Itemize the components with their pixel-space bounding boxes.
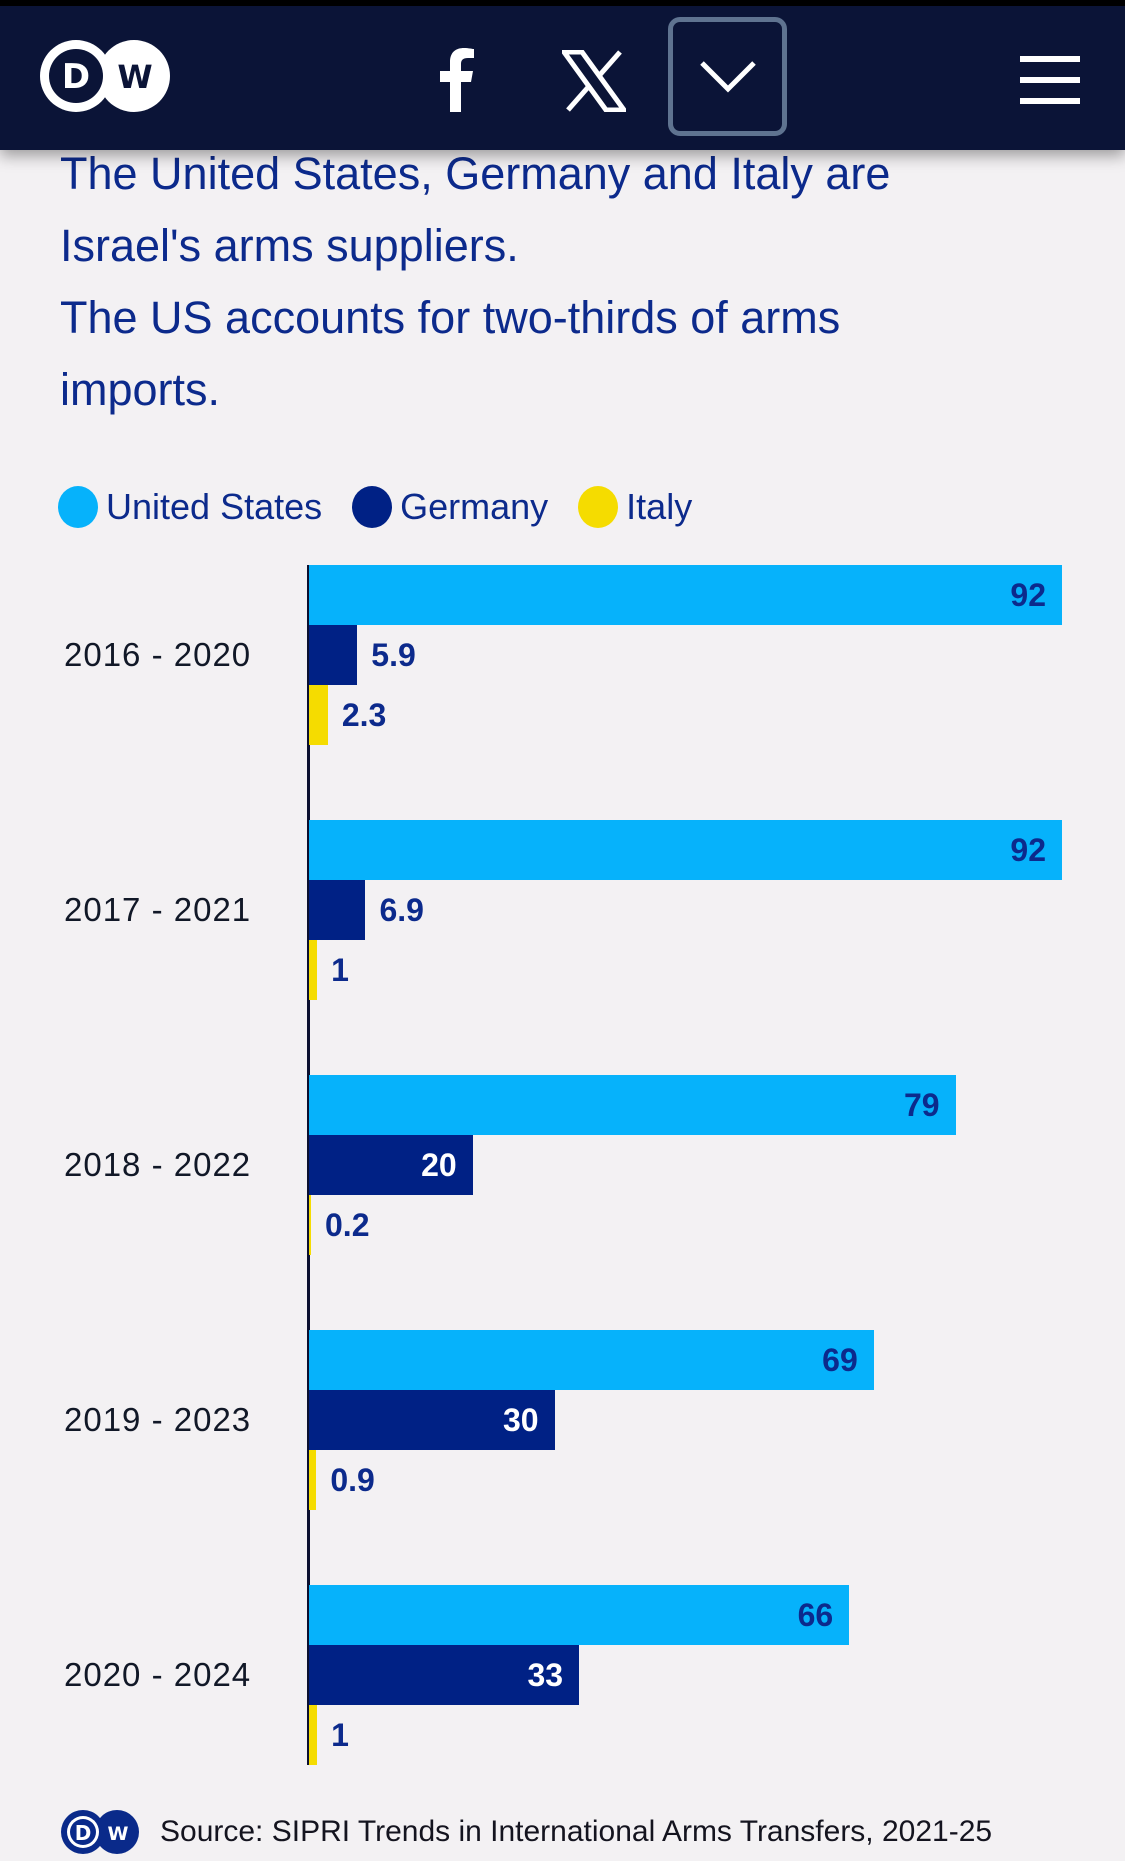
bar-germany [309, 1135, 473, 1195]
category-label: 2018 - 2022 [64, 1146, 252, 1183]
value-label: 0.2 [325, 1207, 370, 1243]
facebook-icon[interactable] [436, 46, 482, 112]
chevron-down-icon [700, 61, 756, 93]
category-label: 2016 - 2020 [64, 636, 252, 673]
legend-label: United States [106, 486, 323, 527]
legend-label: Germany [400, 486, 549, 527]
legend-swatch-united-states [58, 486, 98, 528]
category-label: 2020 - 2024 [64, 1656, 252, 1693]
svg-text:W: W [117, 58, 152, 96]
category-label: 2017 - 2021 [64, 891, 252, 928]
value-label: 1 [331, 952, 349, 988]
chart-legend: United States Germany Italy [58, 482, 722, 532]
bar-italy [309, 940, 318, 1000]
dw-logo-icon[interactable]: D W [38, 38, 172, 114]
bar-germany [309, 880, 366, 940]
share-dropdown-button[interactable] [668, 17, 787, 136]
bar-germany [309, 1390, 555, 1450]
legend-item-italy: Italy [578, 486, 692, 528]
bar-united-states [309, 1075, 956, 1135]
headline-line: Israel's arms suppliers. [60, 220, 519, 271]
bar-united-states [309, 820, 1062, 880]
source-note: Source: SIPRI Trends in International Ar… [160, 1815, 993, 1848]
x-twitter-icon[interactable] [562, 50, 626, 112]
legend-item-united-states: United States [58, 486, 322, 528]
bar-italy [309, 1705, 318, 1765]
legend-item-germany: Germany [352, 486, 548, 528]
svg-text:W: W [108, 1823, 129, 1845]
value-label: 79 [904, 1087, 940, 1123]
value-label: 92 [1010, 832, 1046, 868]
value-label: 2.3 [341, 697, 387, 733]
chart-footer: D W Source: SIPRI Trends in Internationa… [60, 1806, 992, 1858]
headline-line: The US accounts for two-thirds of arms [60, 292, 841, 343]
value-label: 30 [502, 1402, 539, 1438]
value-label: 0.9 [330, 1462, 375, 1498]
chart-headline: The United States, Germany and Italy are… [60, 138, 1080, 426]
value-label: 20 [421, 1147, 457, 1183]
value-label: 69 [822, 1342, 858, 1378]
value-label: 66 [797, 1597, 834, 1633]
bar-united-states [309, 1585, 850, 1645]
dw-footer-logo-icon: D W [61, 1810, 139, 1854]
bar-germany [309, 625, 358, 685]
legend-swatch-italy [578, 486, 619, 528]
legend-label: Italy [626, 486, 693, 527]
headline-line: imports. [60, 364, 221, 415]
bar-italy [309, 1450, 317, 1510]
headline-line: The United States, Germany and Italy are [60, 148, 891, 199]
value-label: 6.9 [379, 892, 424, 928]
top-navigation-bar: D W [0, 0, 1125, 150]
value-label: 33 [527, 1657, 564, 1693]
y-axis-line [307, 565, 310, 1765]
bar-germany [309, 1645, 580, 1705]
value-label: 1 [331, 1717, 349, 1753]
svg-text:D: D [75, 1821, 92, 1845]
category-label: 2019 - 2023 [64, 1401, 252, 1438]
value-label: 5.9 [371, 637, 416, 673]
svg-text:D: D [62, 57, 90, 97]
bar-italy [309, 685, 328, 745]
legend-swatch-germany [352, 486, 393, 528]
bar-italy [309, 1195, 311, 1255]
hamburger-menu-icon[interactable] [1016, 50, 1084, 106]
bar-united-states [309, 1330, 874, 1390]
value-label: 92 [1010, 577, 1046, 613]
bar-united-states [309, 565, 1062, 625]
